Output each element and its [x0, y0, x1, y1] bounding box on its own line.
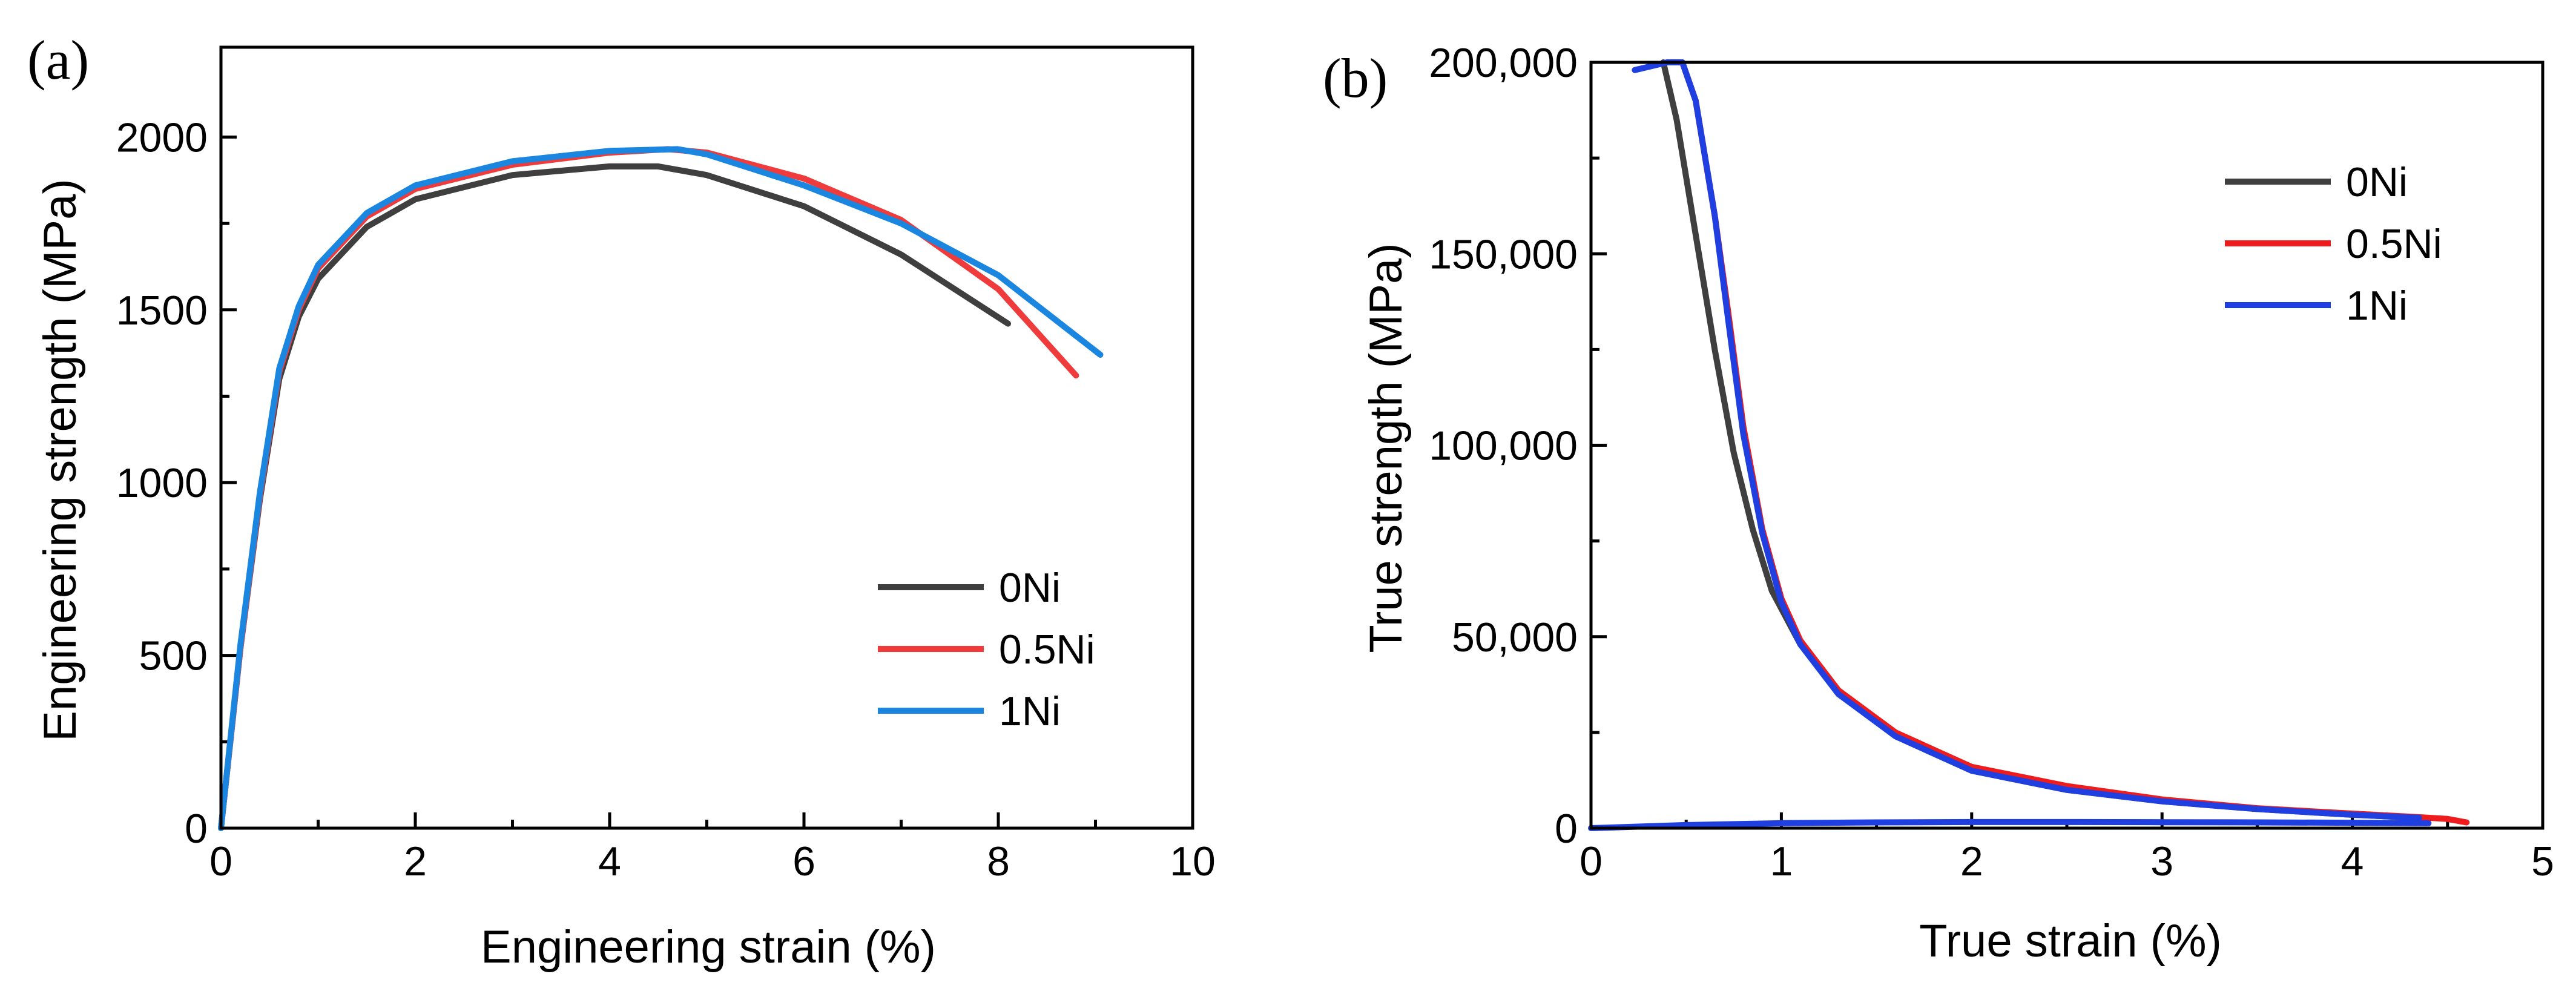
x-tick-label-b-3: 3 [2150, 838, 2173, 884]
series-line-a-2 [218, 146, 1104, 831]
series-lines-a [218, 146, 1104, 831]
chart-engineering: (a) Engineering strain (%) Engineering s… [27, 29, 1216, 973]
legend-label-b-0: 0Ni [2346, 159, 2408, 205]
x-tick-label-b-4: 4 [2341, 838, 2364, 884]
y-tick-label-a-0: 0 [185, 806, 208, 852]
y-tick-label-b-3: 150,000 [1429, 231, 1578, 277]
y-tick-label-a-2: 1000 [116, 460, 208, 506]
x-axis-title-a: Engineering strain (%) [481, 921, 936, 973]
legend-label-b-2: 1Ni [2346, 283, 2408, 329]
y-axis-title-a: Engineering strength (MPa) [35, 179, 86, 741]
x-tick-label-b-1: 1 [1770, 838, 1793, 884]
y-axis-title-b: True strength (MPa) [1360, 243, 1412, 653]
y-tick-label-a-3: 1500 [116, 288, 208, 334]
series-line-a-0 [218, 163, 1011, 831]
tick-labels-a: 0 2 4 6 8 10 0 500 1000 1500 2000 [116, 114, 1216, 884]
legend-a: 0Ni 0.5Ni 1Ni [878, 565, 1095, 734]
legend-label-a-0: 0Ni [999, 565, 1061, 611]
panel-label-a: (a) [27, 29, 89, 91]
series-line-b-3 [1588, 818, 2432, 831]
series-lines-b [1588, 59, 2470, 831]
chart-true: (b) True strain (%) True strength (MPa) … [1323, 40, 2554, 967]
y-tick-label-b-2: 100,000 [1429, 423, 1578, 469]
tick-labels-b: 0 1 2 3 4 5 0 50,000 100,000 150,000 200,000 [1429, 40, 2554, 884]
series-line-b-2 [1632, 59, 2422, 821]
x-axis-title-b: True strain (%) [1919, 915, 2222, 967]
x-tick-label-b-0: 0 [1580, 838, 1603, 884]
x-tick-label-a-4: 8 [987, 838, 1010, 884]
panel-label-b: (b) [1323, 47, 1388, 109]
x-tick-label-a-3: 6 [792, 838, 815, 884]
y-tick-label-a-1: 500 [139, 633, 208, 679]
x-tick-label-a-2: 4 [598, 838, 621, 884]
series-line-b-0 [1660, 59, 2432, 821]
x-tick-label-a-0: 0 [209, 838, 232, 884]
legend-b: 0Ni 0.5Ni 1Ni [2225, 159, 2442, 329]
legend-label-b-1: 0.5Ni [2346, 221, 2442, 267]
plot-frame-a [219, 45, 1194, 830]
y-tick-label-b-0: 0 [1555, 806, 1578, 852]
legend-label-a-2: 1Ni [999, 688, 1061, 734]
x-tick-label-a-5: 10 [1170, 838, 1216, 884]
x-tick-label-b-5: 5 [2531, 838, 2554, 884]
y-tick-label-b-1: 50,000 [1452, 614, 1578, 660]
y-tick-label-b-4: 200,000 [1429, 40, 1578, 86]
legend-label-a-1: 0.5Ni [999, 627, 1095, 673]
x-tick-label-b-2: 2 [1960, 838, 1983, 884]
y-tick-label-a-4: 2000 [116, 114, 208, 160]
plot-frame-b [1589, 61, 2545, 830]
x-tick-label-a-1: 2 [404, 838, 427, 884]
